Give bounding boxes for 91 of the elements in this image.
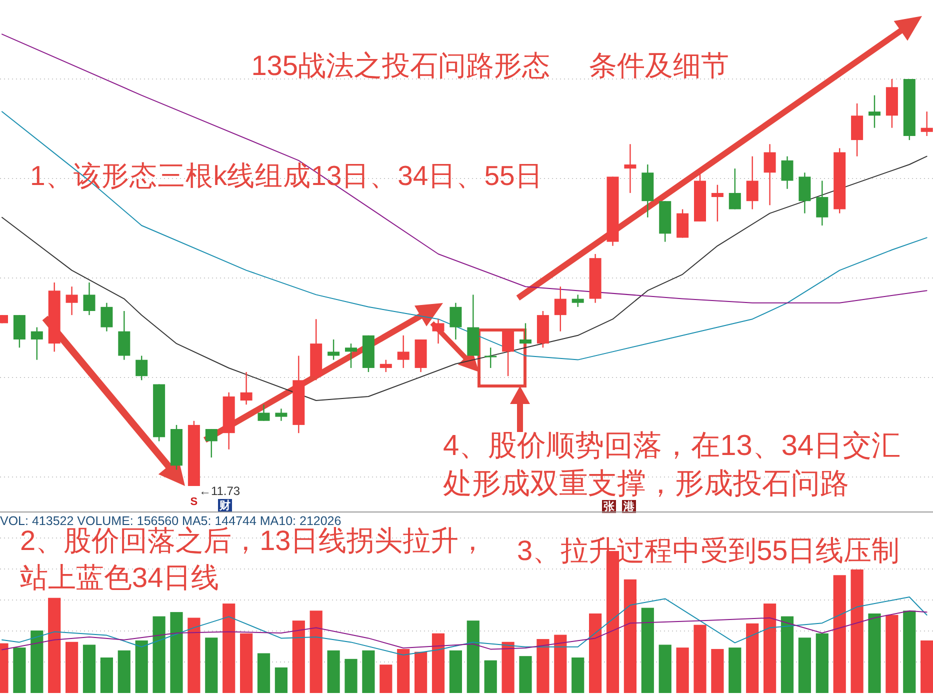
bar bbox=[310, 610, 322, 693]
bar bbox=[257, 653, 270, 693]
bar bbox=[13, 648, 26, 693]
annotation: 4、股价顺势回落，在13、34日交汇处形成双重支撑，形成投石问路 bbox=[443, 430, 901, 500]
candlestick bbox=[432, 318, 444, 344]
bar bbox=[292, 620, 305, 693]
candlestick bbox=[450, 302, 462, 340]
text: 港 bbox=[622, 500, 636, 513]
candlestick bbox=[100, 302, 113, 332]
annotation: 3、拉升过程中受到55日线压制 bbox=[517, 535, 900, 566]
bar bbox=[868, 613, 881, 693]
bar bbox=[658, 644, 672, 693]
candlestick bbox=[711, 184, 724, 222]
bar bbox=[188, 618, 200, 693]
bar bbox=[66, 642, 78, 693]
candlestick bbox=[816, 180, 828, 226]
annotation: ←11.73 bbox=[198, 484, 240, 498]
bar bbox=[833, 575, 846, 693]
bar bbox=[30, 630, 44, 693]
bar bbox=[240, 633, 253, 693]
bar bbox=[536, 639, 550, 693]
bar bbox=[728, 648, 742, 693]
bar bbox=[170, 612, 183, 693]
annotation: 2、股价回落之后，13日线拐头拉升，站上蓝色34日线 bbox=[20, 525, 487, 593]
bar bbox=[362, 650, 375, 693]
candlestick bbox=[345, 342, 357, 369]
bar bbox=[135, 640, 148, 693]
candlestick bbox=[240, 371, 252, 406]
candlestick bbox=[275, 408, 288, 422]
candlestick bbox=[30, 326, 43, 360]
bar bbox=[641, 608, 654, 693]
text: 张 bbox=[604, 500, 616, 513]
bar bbox=[886, 614, 898, 693]
candlestick bbox=[764, 144, 776, 206]
bar bbox=[502, 642, 514, 693]
bar bbox=[711, 648, 724, 693]
candlestick bbox=[328, 338, 340, 360]
bar bbox=[554, 634, 567, 693]
candlestick bbox=[520, 322, 532, 344]
candlestick bbox=[136, 355, 148, 381]
bar bbox=[903, 610, 916, 693]
bar bbox=[920, 640, 933, 693]
bar bbox=[414, 652, 428, 693]
candlestick bbox=[83, 282, 96, 316]
candlestick bbox=[572, 294, 584, 308]
bar bbox=[519, 656, 532, 693]
bar bbox=[397, 648, 410, 693]
bar bbox=[344, 658, 358, 693]
bar bbox=[694, 624, 706, 693]
text: 财 bbox=[218, 499, 230, 512]
candlestick bbox=[502, 330, 514, 377]
candlestick bbox=[746, 156, 758, 210]
candlestick bbox=[66, 286, 78, 316]
bar bbox=[48, 598, 61, 693]
bar bbox=[82, 644, 96, 693]
bar bbox=[850, 569, 864, 693]
bar bbox=[484, 660, 497, 693]
candlestick bbox=[868, 94, 880, 128]
bar bbox=[327, 650, 340, 693]
text: VOL: 413522 VOLUME: 156560 MA5: 144744 MA10: 212026 bbox=[0, 514, 342, 528]
candlestick bbox=[781, 156, 794, 190]
bar bbox=[624, 579, 636, 693]
bar bbox=[205, 638, 218, 693]
bar bbox=[449, 650, 462, 693]
bar bbox=[118, 650, 130, 693]
text: S bbox=[190, 496, 198, 508]
bar bbox=[466, 620, 480, 693]
bar bbox=[676, 648, 689, 693]
bar bbox=[764, 604, 776, 693]
candlestick bbox=[484, 347, 497, 369]
bar bbox=[798, 638, 811, 693]
bar bbox=[780, 616, 794, 693]
candlestick bbox=[258, 404, 270, 422]
candlestick bbox=[380, 359, 392, 373]
bar bbox=[589, 613, 602, 693]
bar bbox=[222, 604, 236, 693]
bar bbox=[100, 658, 113, 693]
candlestick bbox=[728, 168, 741, 210]
bar bbox=[152, 616, 166, 693]
candlestick bbox=[624, 144, 636, 194]
candlestick bbox=[205, 428, 218, 458]
bar bbox=[274, 667, 288, 693]
bar bbox=[572, 658, 584, 693]
bar bbox=[746, 623, 759, 693]
chart-title: 135战法之投石问路形态 条件及细节 bbox=[251, 50, 729, 81]
candlestick bbox=[397, 334, 410, 369]
candlestick bbox=[554, 286, 566, 332]
candlestick bbox=[920, 110, 933, 137]
bar bbox=[432, 633, 445, 693]
bar bbox=[816, 633, 828, 693]
bar bbox=[380, 664, 392, 693]
